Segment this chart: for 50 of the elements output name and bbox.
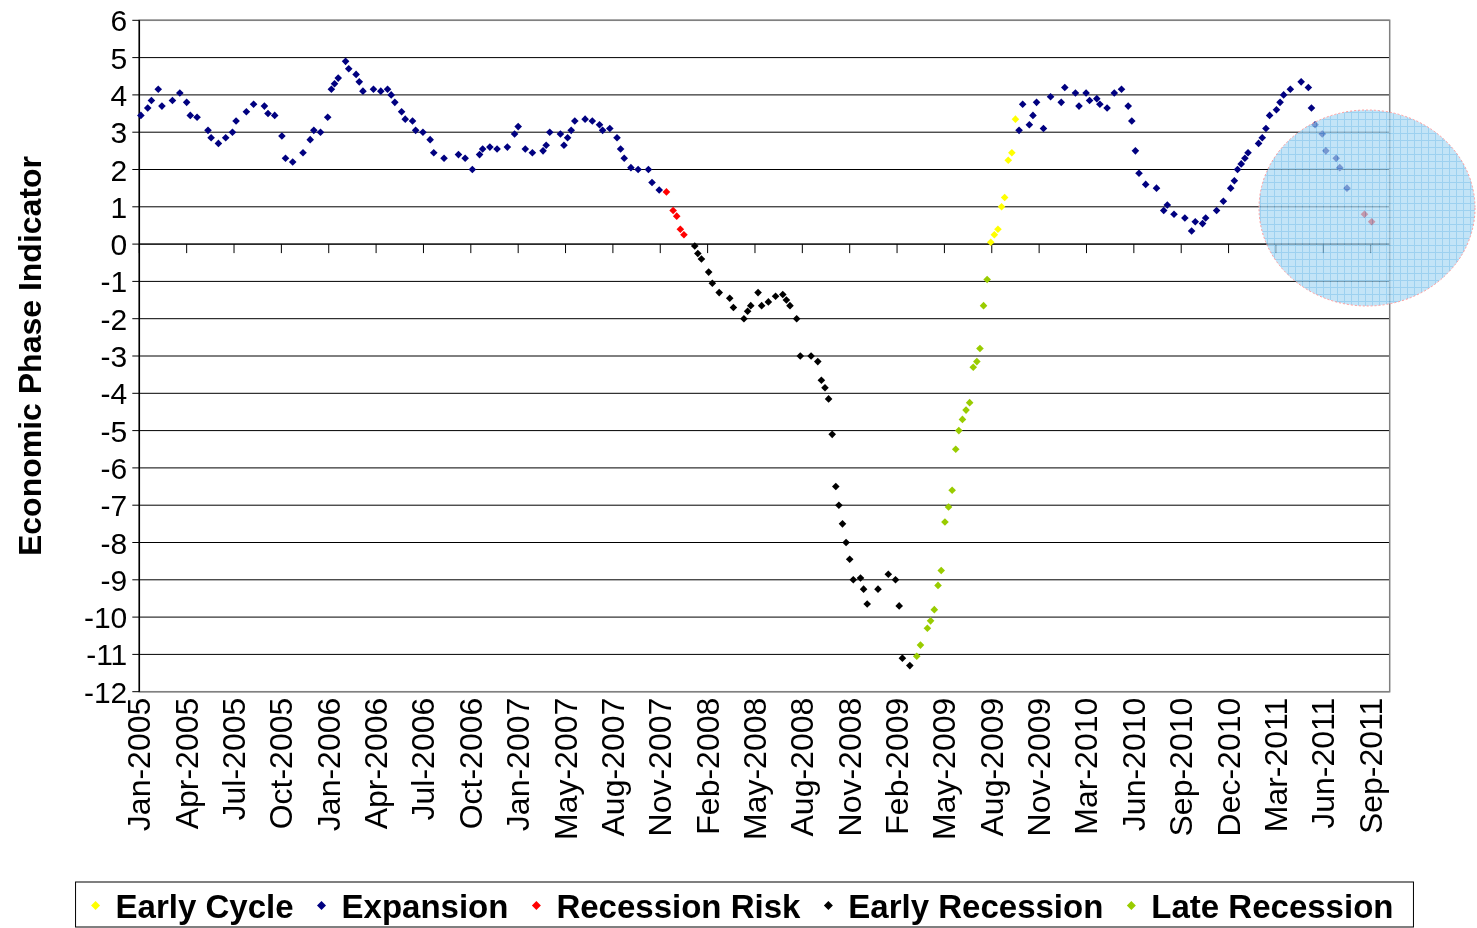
y-tick-label: -4 bbox=[100, 376, 128, 410]
x-tick-label: Oct-2006 bbox=[452, 697, 489, 830]
y-tick-label: -2 bbox=[100, 302, 128, 336]
y-tick-label: 4 bbox=[110, 78, 128, 112]
x-tick-label: Aug-2007 bbox=[594, 697, 631, 837]
x-tick-label: Jan-2007 bbox=[500, 697, 537, 832]
x-tick-label: Mar-2011 bbox=[1257, 697, 1294, 833]
y-tick-label: -3 bbox=[100, 339, 128, 373]
legend-label: Recession Risk bbox=[556, 887, 801, 924]
legend-label: Late Recession bbox=[1151, 887, 1394, 924]
x-tick-label: Nov-2008 bbox=[831, 697, 868, 837]
y-tick-label: -8 bbox=[100, 526, 128, 559]
y-tick-label: -10 bbox=[83, 600, 128, 634]
x-tick-label: Sep-2011 bbox=[1352, 697, 1389, 835]
x-tick-label: Aug-2008 bbox=[784, 697, 821, 837]
y-tick-label: -6 bbox=[100, 451, 128, 485]
x-tick-label: Apr-2005 bbox=[168, 697, 205, 830]
x-tick-label: Mar-2010 bbox=[1068, 697, 1105, 835]
x-tick-label: Apr-2006 bbox=[358, 697, 395, 830]
legend-label: Expansion bbox=[341, 887, 509, 924]
x-tick-label: Oct-2005 bbox=[263, 697, 300, 830]
y-tick-label: 5 bbox=[110, 41, 128, 75]
x-tick-label: Feb-2009 bbox=[879, 697, 916, 835]
y-axis-title: Economic Phase Indicator bbox=[12, 155, 48, 557]
x-tick-label: May-2007 bbox=[547, 697, 584, 840]
y-tick-label: -9 bbox=[100, 563, 128, 597]
y-tick-label: -1 bbox=[100, 264, 128, 298]
x-tick-label: Sep-2010 bbox=[1163, 697, 1200, 837]
x-tick-label: Jun-2011 bbox=[1305, 697, 1342, 829]
x-tick-label: Jun-2010 bbox=[1115, 697, 1152, 832]
x-tick-label: Aug-2009 bbox=[973, 697, 1010, 837]
x-tick-label: Dec-2010 bbox=[1210, 697, 1247, 837]
x-tick-label: Nov-2007 bbox=[642, 697, 679, 837]
x-tick-label: Jul-2005 bbox=[216, 697, 253, 821]
x-tick-label: May-2008 bbox=[736, 697, 773, 840]
x-tick-label: Jul-2006 bbox=[405, 697, 442, 821]
x-tick-label: May-2009 bbox=[926, 697, 963, 840]
y-tick-label: 3 bbox=[110, 115, 128, 149]
y-tick-label: 0 bbox=[110, 227, 128, 261]
legend-label: Early Cycle bbox=[115, 887, 294, 924]
x-tick-label: Jan-2006 bbox=[310, 697, 347, 832]
y-tick-label: 6 bbox=[110, 3, 128, 37]
legend-label: Early Recession bbox=[848, 887, 1104, 924]
y-tick-label: -11 bbox=[86, 637, 128, 671]
x-tick-label: Nov-2009 bbox=[1021, 697, 1058, 837]
y-tick-label: 2 bbox=[110, 153, 128, 186]
y-tick-label: 1 bbox=[110, 190, 128, 224]
y-tick-label: -7 bbox=[100, 488, 128, 522]
y-tick-label: -5 bbox=[100, 414, 128, 448]
x-tick-label: Feb-2008 bbox=[689, 697, 726, 835]
